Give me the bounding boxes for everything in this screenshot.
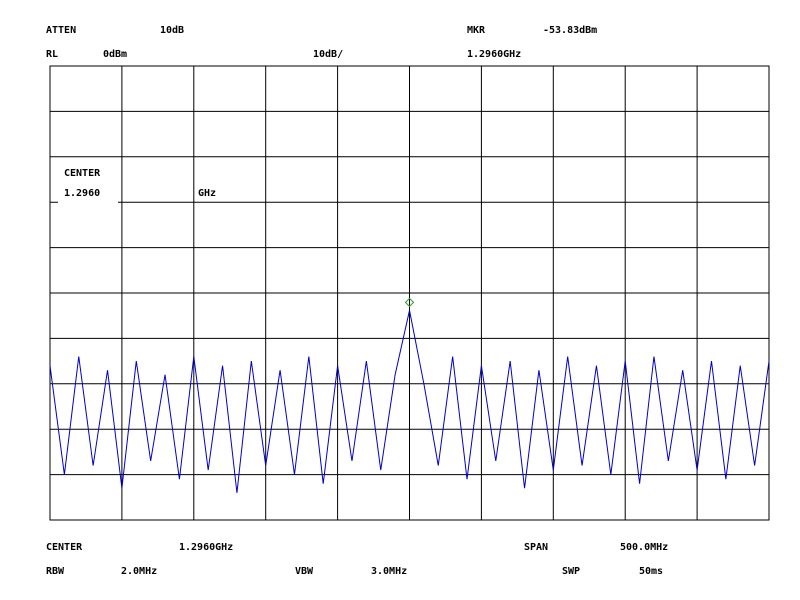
vbw-label: VBW: [295, 566, 314, 577]
rbw-value: 2.0MHz: [121, 566, 157, 577]
swp-value: 50ms: [639, 566, 663, 577]
marker-level: -53.83dBm: [543, 25, 597, 36]
atten-label: ATTEN: [46, 25, 76, 36]
center-box-label: CENTER: [64, 168, 101, 179]
center-value: 1.2960GHz: [179, 542, 233, 553]
center-box-unit: GHz: [198, 188, 216, 199]
center-label: CENTER: [46, 542, 83, 553]
ref-level: 0dBm: [103, 49, 127, 60]
ref-level-label: RL: [46, 49, 58, 60]
marker: [404, 297, 415, 308]
marker-frequency: 1.2960GHz: [467, 49, 521, 60]
swp-label: SWP: [562, 566, 580, 577]
vbw-value: 3.0MHz: [371, 566, 407, 577]
rbw-label: RBW: [46, 566, 65, 577]
span-value: 500.0MHz: [620, 542, 668, 553]
marker-label: MKR: [467, 25, 486, 36]
spectrum-trace: [49, 310, 770, 493]
center-box-bg: [58, 163, 118, 203]
span-label: SPAN: [524, 542, 548, 553]
scale: 10dB/: [313, 49, 343, 60]
center-box-value: 1.2960: [64, 188, 100, 199]
atten-value: 10dB: [160, 25, 184, 36]
